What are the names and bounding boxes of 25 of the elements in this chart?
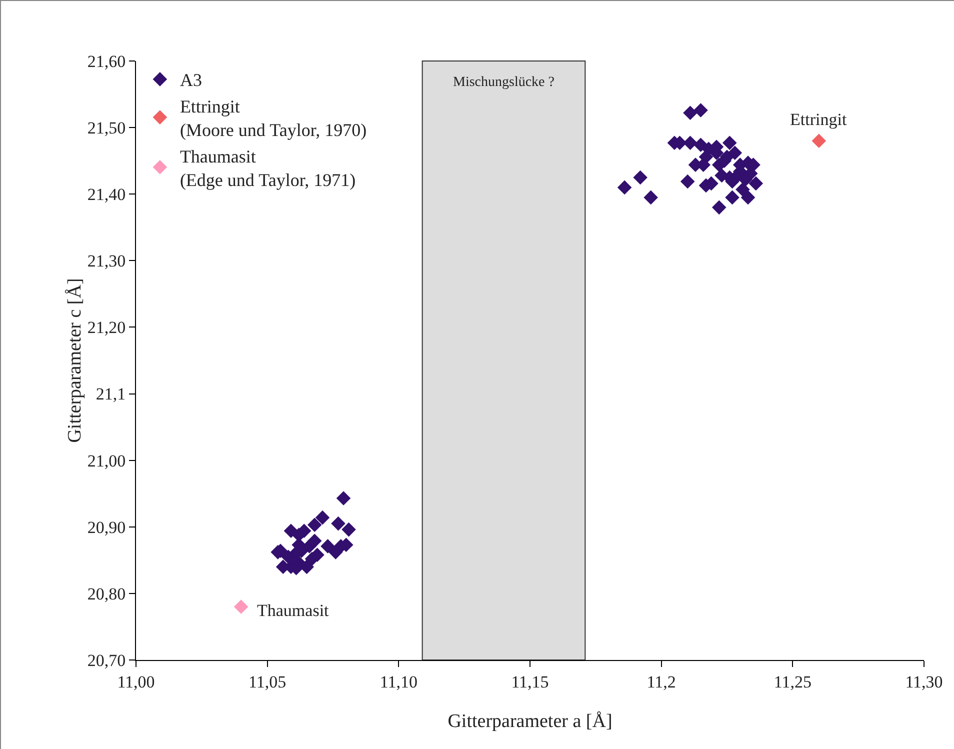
x-tick-label: 11,30 — [905, 672, 943, 692]
x-tick-label: 11,00 — [117, 672, 155, 692]
y-axis-title: Gitterparameter c [Å] — [64, 278, 86, 443]
x-tick-label: 11,2 — [646, 672, 676, 692]
y-tick-label: 21,00 — [87, 451, 126, 470]
y-tick-label: 21,20 — [87, 318, 126, 338]
y-tick-label: 21,1 — [96, 384, 126, 404]
y-tick-label: 20,70 — [87, 650, 126, 670]
x-tick-label: 11,25 — [774, 672, 812, 692]
y-tick-label: 21,30 — [87, 252, 126, 271]
x-tick-label: 11,10 — [380, 672, 418, 692]
annotation: Thaumasit — [257, 601, 330, 620]
y-tick-label: 20,90 — [87, 518, 126, 537]
legend-label: A3 — [180, 70, 202, 90]
y-tick-label: 20,80 — [87, 584, 126, 604]
y-tick-label: 21,50 — [87, 118, 126, 138]
y-tick-label: 21,40 — [87, 185, 126, 204]
band-label: Mischungslücke ? — [453, 75, 554, 90]
x-tick-label: 11,15 — [511, 672, 549, 692]
x-tick-label: 11,05 — [248, 672, 286, 692]
legend-label: Thaumasit (Edge und Taylor, 1971) — [180, 146, 356, 190]
x-axis-title: Gitterparameter a [Å] — [448, 711, 612, 732]
legend-label: Ettringit (Moore und Taylor, 1970) — [180, 96, 367, 140]
y-tick-label: 21,60 — [87, 52, 126, 71]
annotation: Ettringit — [790, 110, 847, 129]
